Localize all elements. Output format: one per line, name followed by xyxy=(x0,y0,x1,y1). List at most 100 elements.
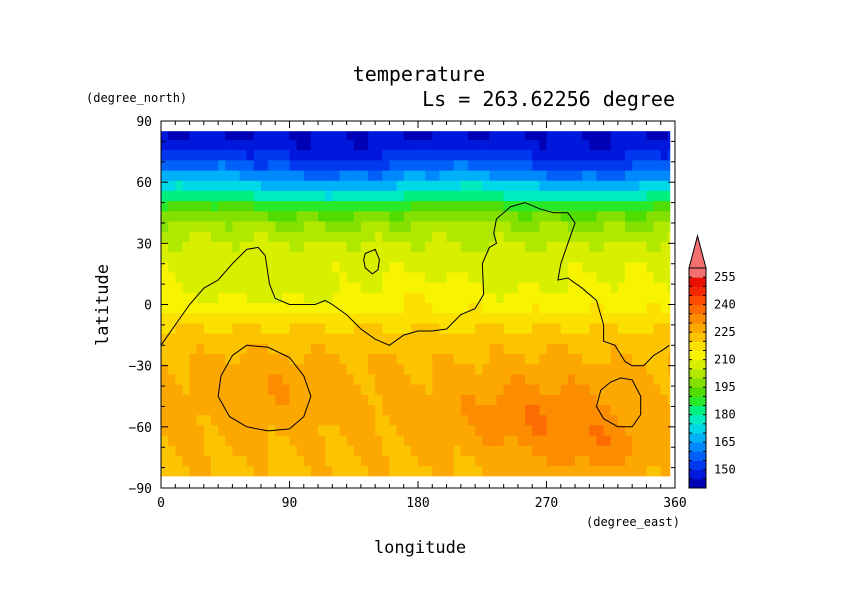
heat-cell xyxy=(403,424,412,436)
heat-cell xyxy=(275,190,283,202)
heat-cell xyxy=(332,251,341,263)
heat-cell xyxy=(175,333,184,344)
heat-cell xyxy=(489,302,498,314)
heat-cell xyxy=(353,169,362,181)
heat-cell xyxy=(596,333,605,344)
heat-cell xyxy=(575,312,583,324)
heat-cell xyxy=(453,251,462,263)
heat-cell xyxy=(318,333,326,344)
heat-cell xyxy=(232,149,241,161)
heat-cell xyxy=(467,200,476,212)
heat-cell xyxy=(218,190,226,202)
heat-cell xyxy=(325,231,333,242)
heat-cell xyxy=(225,149,233,161)
heat-cell xyxy=(482,455,490,467)
heat-cell xyxy=(239,282,248,293)
heat-cell xyxy=(582,261,590,273)
heat-cell xyxy=(625,414,633,426)
heat-cell xyxy=(603,394,612,406)
heat-cell xyxy=(582,231,590,242)
heat-cell xyxy=(396,373,405,385)
heat-cell xyxy=(325,333,333,344)
heat-cell xyxy=(389,414,398,426)
heat-cell xyxy=(161,210,169,222)
heat-cell xyxy=(510,343,519,355)
heat-cell xyxy=(610,414,619,426)
heat-cell xyxy=(567,455,576,467)
heat-cell xyxy=(282,241,291,253)
heat-cell xyxy=(310,434,319,446)
heat-cell xyxy=(589,131,598,140)
heat-cell xyxy=(182,200,191,212)
heat-cell xyxy=(632,333,640,344)
heat-cell xyxy=(539,343,548,355)
heat-cell xyxy=(453,404,462,416)
heat-cell xyxy=(517,200,526,212)
heat-cell xyxy=(239,180,248,191)
heat-cell xyxy=(289,333,298,344)
heat-cell xyxy=(396,271,405,283)
heat-cell xyxy=(532,220,540,232)
heat-cell xyxy=(175,302,184,314)
heat-cell xyxy=(289,149,298,161)
heat-cell xyxy=(253,363,262,375)
heat-cell xyxy=(196,434,205,446)
heat-cell xyxy=(175,424,184,436)
heat-cell xyxy=(268,312,276,324)
heat-cell xyxy=(210,333,219,344)
heat-cell xyxy=(525,343,533,355)
contour-hellas-rim xyxy=(217,344,312,432)
heat-cell xyxy=(189,220,198,232)
heat-cell xyxy=(225,200,233,212)
heat-cell xyxy=(653,210,662,222)
heat-cell xyxy=(496,159,505,171)
heat-cell xyxy=(289,251,298,263)
heat-cell xyxy=(418,343,426,355)
heat-cell xyxy=(603,353,612,365)
heat-cell xyxy=(503,343,512,355)
heat-cell xyxy=(439,353,448,365)
heat-cell xyxy=(403,333,412,344)
heat-cell xyxy=(439,200,448,212)
heat-cell xyxy=(603,373,612,385)
heat-cell xyxy=(332,271,341,283)
heat-cell xyxy=(225,434,233,446)
heat-cell xyxy=(275,373,283,385)
heat-cell xyxy=(225,282,233,293)
heat-cell xyxy=(253,282,262,293)
heat-cell xyxy=(396,159,405,171)
heat-cell xyxy=(617,394,626,406)
heat-cell xyxy=(360,445,369,456)
heat-cell xyxy=(403,445,412,456)
heat-cell xyxy=(646,220,655,232)
heat-cell xyxy=(296,169,305,181)
heat-cell xyxy=(482,394,490,406)
heat-cell xyxy=(446,373,455,385)
heat-cell xyxy=(218,434,226,446)
heat-cell xyxy=(475,292,483,304)
heat-cell xyxy=(325,200,333,212)
heat-cell xyxy=(268,149,276,161)
heat-cell xyxy=(203,373,212,385)
heat-cell xyxy=(632,434,640,446)
heat-cell xyxy=(560,282,569,293)
heat-cell xyxy=(596,455,605,467)
heat-cell xyxy=(432,322,441,334)
heat-cell xyxy=(353,149,362,161)
contour-tharsis-ring xyxy=(363,248,380,275)
heat-cell xyxy=(539,312,548,324)
heat-cell xyxy=(182,434,191,446)
heat-cell xyxy=(575,190,583,202)
heat-cell xyxy=(489,190,498,202)
heat-cell xyxy=(596,190,605,202)
heat-cell xyxy=(460,373,469,385)
heat-cell xyxy=(168,384,176,395)
heat-cell xyxy=(589,455,598,467)
heat-cell xyxy=(410,384,419,395)
heat-cell xyxy=(660,169,669,181)
heat-cell xyxy=(632,465,640,477)
heat-cell xyxy=(396,353,405,365)
heat-cell xyxy=(360,282,369,293)
heat-cell xyxy=(632,424,640,436)
heat-cell xyxy=(610,159,619,171)
